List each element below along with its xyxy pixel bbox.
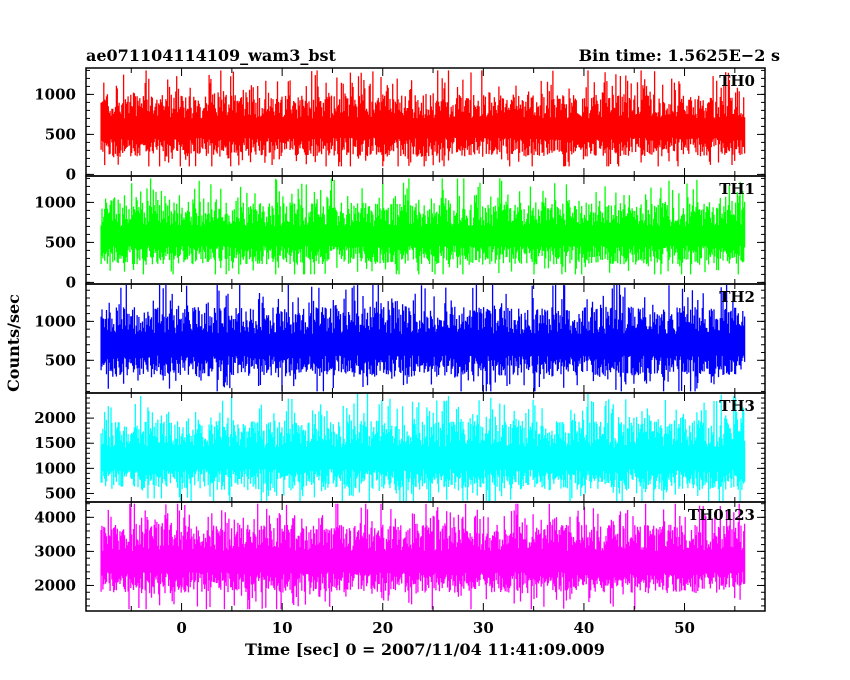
y-tick-label: 0 <box>66 165 76 183</box>
panel-frame <box>85 501 766 612</box>
panel-label-th0: TH0 <box>719 72 755 90</box>
series-th1-line <box>100 178 746 275</box>
series-th2-line <box>100 285 746 392</box>
x-axis-label: Time [sec] 0 = 2007/11/04 11:41:09.009 <box>245 640 605 659</box>
y-tick-label: 500 <box>45 233 76 251</box>
panels-group: 05001000TH005001000TH15001000TH250010001… <box>34 67 766 637</box>
panel-th1: 0 500 1000 TH1 <box>34 175 766 291</box>
y-tick-label: 500 <box>45 125 76 143</box>
series-th3-line <box>100 394 746 501</box>
y-tick-label: 1500 <box>34 434 76 452</box>
panel-label-th2: TH2 <box>719 288 755 306</box>
panel-th0: 0 500 1000 TH0 <box>34 67 766 183</box>
y-tick-label: 2000 <box>34 409 76 427</box>
y-tick-label: 3000 <box>34 542 76 560</box>
y-tick-label: 1000 <box>34 85 76 103</box>
y-tick-label: 500 <box>45 484 76 502</box>
y-tick-label: 500 <box>45 351 76 369</box>
x-tick-label: 50 <box>674 619 695 637</box>
series-th0123-line <box>100 503 746 610</box>
series-th0-line <box>100 70 746 167</box>
x-tick-label: 40 <box>573 619 594 637</box>
y-tick-label: 0 <box>66 273 76 291</box>
y-tick-label: 1000 <box>34 193 76 211</box>
y-tick-label: 2000 <box>34 576 76 594</box>
panel-th3: 500 1000 1500 2000 TH3 <box>34 392 766 503</box>
panel-label-th3: TH3 <box>719 397 755 415</box>
panel-label-th1: TH1 <box>719 180 755 198</box>
y-tick-label: 4000 <box>34 508 76 526</box>
x-tick-label: 0 <box>176 619 186 637</box>
x-tick-label: 20 <box>372 619 393 637</box>
bin-time-label: Bin time: 1.5625E−2 s <box>579 46 780 65</box>
y-axis-label: Counts/sec <box>4 294 23 392</box>
figure-title: ae071104114109_wam3_bst <box>86 46 337 65</box>
x-tick-label: 30 <box>473 619 494 637</box>
panel-label-th0123: TH0123 <box>688 506 755 524</box>
x-tick-label: 10 <box>272 619 293 637</box>
y-tick-label: 1000 <box>34 459 76 477</box>
y-tick-label: 1000 <box>34 312 76 330</box>
panel-th2: 500 1000 TH2 <box>34 283 766 394</box>
panel-th0123: 2000 3000 4000 TH0123 <box>34 501 766 612</box>
